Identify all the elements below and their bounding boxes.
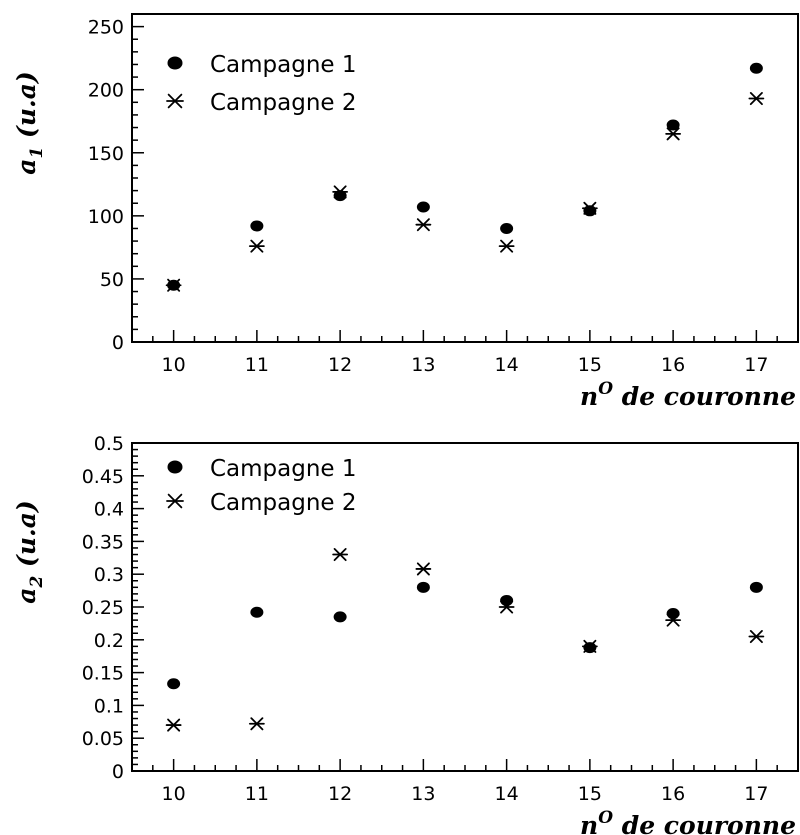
x-tick-label: 17 [744, 783, 768, 805]
legend-label: Campagne 2 [210, 490, 357, 516]
x-tick-label: 16 [661, 783, 685, 805]
data-point-campagne-2 [581, 639, 598, 653]
data-point-campagne-2 [581, 201, 598, 215]
legend-marker-asterisk [166, 493, 184, 509]
x-tick-label: 12 [328, 783, 352, 805]
data-point-campagne-1 [749, 62, 763, 74]
legend-marker-asterisk [166, 93, 184, 109]
panel-1: 0 50 100 150 200 250 10 11 12 13 14 15 16 17 nO de cou… [12, 13, 799, 411]
legend: Campagne 1 Campagne 2 [166, 456, 357, 516]
data-point-campagne-1 [250, 606, 264, 618]
data-point-campagne-2 [665, 613, 682, 627]
data-point-campagne-2 [748, 630, 765, 644]
data-point-campagne-1 [666, 608, 680, 620]
x-tick-label: 15 [578, 354, 602, 376]
legend-marker-circle [167, 460, 183, 474]
y-tick-label: 0 [112, 761, 124, 783]
legend-label: Campagne 1 [210, 52, 357, 78]
y-axis-title: a1 (u.a) [12, 71, 47, 175]
x-tick-label: 10 [162, 783, 186, 805]
x-tick-label: 17 [744, 354, 768, 376]
data-point-campagne-2 [665, 127, 682, 141]
data-point-campagne-1 [749, 581, 763, 593]
data-point-campagne-1 [167, 678, 181, 690]
y-tick-label: 0.2 [94, 630, 124, 652]
y-tick-label: 0.3 [94, 564, 124, 586]
data-point-campagne-2 [165, 278, 182, 292]
y-tick-label: 0.4 [94, 499, 124, 521]
data-point-campagne-1 [500, 594, 514, 606]
x-tick-label: 13 [411, 354, 435, 376]
x-axis-title: nO de couronne [580, 379, 796, 411]
data-point-campagne-2 [332, 548, 349, 562]
data-point-campagne-2 [248, 239, 265, 253]
data-point-campagne-1 [416, 201, 430, 213]
data-point-campagne-1 [500, 222, 514, 234]
data-point-campagne-1 [333, 611, 347, 623]
x-tick-label: 12 [328, 354, 352, 376]
data-point-campagne-2 [748, 92, 765, 106]
data-point-campagne-2 [332, 185, 349, 199]
y-tick-label: 0.05 [82, 728, 124, 750]
x-tick-label: 14 [495, 783, 519, 805]
y-axis-title: a2 (u.a) [12, 500, 47, 604]
y-tick-label: 100 [88, 206, 124, 228]
data-point-campagne-1 [416, 581, 430, 593]
y-tick-label: 50 [100, 269, 124, 291]
y-tick-label: 0.25 [82, 597, 124, 619]
x-tick-label: 15 [578, 783, 602, 805]
data-point-campagne-2 [165, 718, 182, 732]
series-2 [165, 92, 765, 292]
y-tick-label: 0.15 [82, 663, 124, 685]
data-point-campagne-1 [666, 119, 680, 131]
x-tick-label: 14 [495, 354, 519, 376]
series-2 [165, 548, 765, 732]
legend-label: Campagne 1 [210, 456, 357, 482]
y-tick-label: 0 [112, 332, 124, 354]
y-tick-label: 0.1 [94, 695, 124, 717]
data-point-campagne-1 [333, 190, 347, 202]
panel-2: 0 0.05 0.1 0.15 0.2 0.25 0.3 0.35 0.4 0.45 0.5 10 11… [12, 433, 799, 835]
data-point-campagne-2 [415, 562, 432, 576]
x-tick-label: 11 [245, 354, 269, 376]
x-tick-label: 13 [411, 783, 435, 805]
data-point-campagne-2 [248, 717, 265, 731]
x-tick-label: 16 [661, 354, 685, 376]
data-point-campagne-1 [583, 205, 597, 217]
legend-label: Campagne 2 [210, 90, 357, 116]
x-tick-label: 10 [162, 354, 186, 376]
y-tick-label: 0.45 [82, 466, 124, 488]
x-tick-label: 11 [245, 783, 269, 805]
data-point-campagne-2 [498, 600, 515, 614]
data-point-campagne-1 [250, 220, 264, 232]
legend: Campagne 1 Campagne 2 [166, 52, 357, 116]
y-tick-label: 0.5 [94, 433, 124, 455]
y-tick-label: 200 [88, 80, 124, 102]
x-axis-title: nO de couronne [580, 808, 796, 835]
y-tick-label: 0.35 [82, 531, 124, 553]
y-tick-label: 250 [88, 17, 124, 39]
y-tick-label: 150 [88, 143, 124, 165]
legend-marker-circle [167, 56, 183, 70]
series-1 [167, 581, 763, 690]
data-point-campagne-2 [498, 239, 515, 253]
data-point-campagne-2 [415, 218, 432, 232]
